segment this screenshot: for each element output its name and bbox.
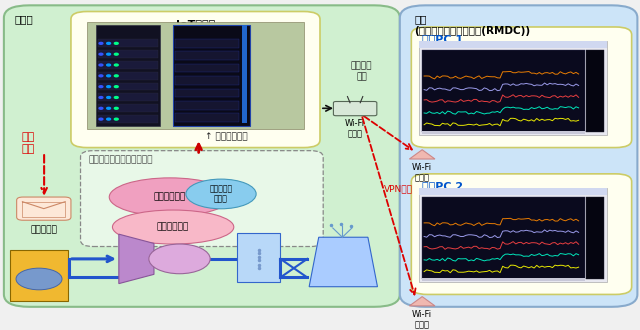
Ellipse shape	[16, 268, 62, 290]
Bar	[99, 39, 158, 47]
Bar	[99, 61, 158, 69]
Circle shape	[107, 86, 111, 87]
Text: 東芝
(リモート解析センター(RMDC)): 東芝 (リモート解析センター(RMDC))	[415, 15, 531, 36]
Text: データ通信
サーバ: データ通信 サーバ	[209, 184, 232, 204]
FancyBboxPatch shape	[400, 5, 637, 307]
Circle shape	[115, 75, 118, 77]
Bar	[10, 249, 68, 301]
Bar	[175, 113, 239, 122]
Bar	[175, 76, 239, 85]
FancyBboxPatch shape	[71, 12, 320, 148]
Circle shape	[99, 118, 103, 120]
Bar	[242, 25, 247, 123]
Bar	[99, 82, 158, 90]
Text: IoTサーバ: IoTサーバ	[176, 18, 215, 29]
Circle shape	[149, 244, 210, 274]
Bar	[422, 50, 585, 132]
Circle shape	[99, 53, 103, 55]
FancyBboxPatch shape	[4, 5, 400, 307]
Text: 解析PC 1: 解析PC 1	[422, 34, 463, 44]
Ellipse shape	[109, 178, 230, 216]
Bar	[419, 41, 607, 48]
Circle shape	[107, 75, 111, 77]
Text: 監視システム: 監視システム	[154, 192, 186, 202]
Circle shape	[107, 97, 111, 98]
Circle shape	[107, 64, 111, 66]
FancyBboxPatch shape	[97, 25, 161, 126]
Bar	[175, 64, 239, 72]
FancyBboxPatch shape	[333, 102, 377, 116]
Polygon shape	[309, 237, 378, 287]
Text: 制御システム: 制御システム	[157, 222, 189, 232]
FancyBboxPatch shape	[81, 151, 323, 247]
Polygon shape	[410, 297, 435, 306]
Bar	[422, 131, 585, 134]
Circle shape	[115, 118, 118, 120]
FancyBboxPatch shape	[173, 25, 250, 126]
Circle shape	[99, 107, 103, 109]
Circle shape	[99, 43, 103, 44]
Bar	[175, 101, 239, 110]
Bar	[419, 188, 607, 195]
Bar	[175, 51, 239, 60]
Circle shape	[115, 107, 118, 109]
Circle shape	[115, 53, 118, 55]
FancyBboxPatch shape	[412, 27, 632, 148]
Polygon shape	[119, 234, 154, 283]
Circle shape	[115, 43, 118, 44]
Circle shape	[99, 75, 103, 77]
Text: プラント監視制御システム: プラント監視制御システム	[89, 155, 154, 164]
Bar	[99, 104, 158, 112]
FancyBboxPatch shape	[412, 174, 632, 294]
FancyBboxPatch shape	[87, 22, 304, 129]
FancyBboxPatch shape	[17, 197, 71, 220]
Bar	[175, 39, 239, 48]
Ellipse shape	[113, 210, 234, 244]
Bar	[175, 88, 239, 97]
Text: Wi-Fi
ルータ: Wi-Fi ルータ	[345, 119, 365, 138]
Circle shape	[115, 64, 118, 66]
Text: 予兆
検知: 予兆 検知	[21, 132, 35, 154]
Polygon shape	[410, 150, 435, 159]
Text: VPN接続: VPN接続	[384, 185, 413, 194]
Ellipse shape	[186, 179, 256, 209]
Bar	[586, 197, 604, 279]
Circle shape	[99, 86, 103, 87]
Circle shape	[107, 118, 111, 120]
Bar	[99, 72, 158, 80]
Bar	[586, 50, 604, 132]
Circle shape	[107, 107, 111, 109]
Circle shape	[107, 53, 111, 55]
Text: メール通知: メール通知	[30, 225, 57, 235]
Bar	[422, 278, 585, 280]
Text: Wi-Fi
ルータ: Wi-Fi ルータ	[412, 310, 432, 329]
Bar	[99, 93, 158, 101]
Bar	[99, 115, 158, 123]
Circle shape	[115, 86, 118, 87]
Text: 解析PC 2: 解析PC 2	[422, 181, 463, 191]
Text: Wi-Fi
ルータ: Wi-Fi ルータ	[412, 163, 432, 182]
Bar	[422, 197, 585, 279]
FancyBboxPatch shape	[237, 233, 280, 282]
Circle shape	[107, 43, 111, 44]
Circle shape	[99, 97, 103, 98]
FancyBboxPatch shape	[419, 188, 607, 282]
FancyBboxPatch shape	[419, 41, 607, 135]
Bar	[99, 50, 158, 58]
Text: ↑ データの収集: ↑ データの収集	[205, 132, 248, 141]
Text: 発電所: 発電所	[15, 15, 33, 25]
Circle shape	[99, 64, 103, 66]
Circle shape	[115, 97, 118, 98]
Text: 予兆診断
結果: 予兆診断 結果	[351, 62, 372, 81]
